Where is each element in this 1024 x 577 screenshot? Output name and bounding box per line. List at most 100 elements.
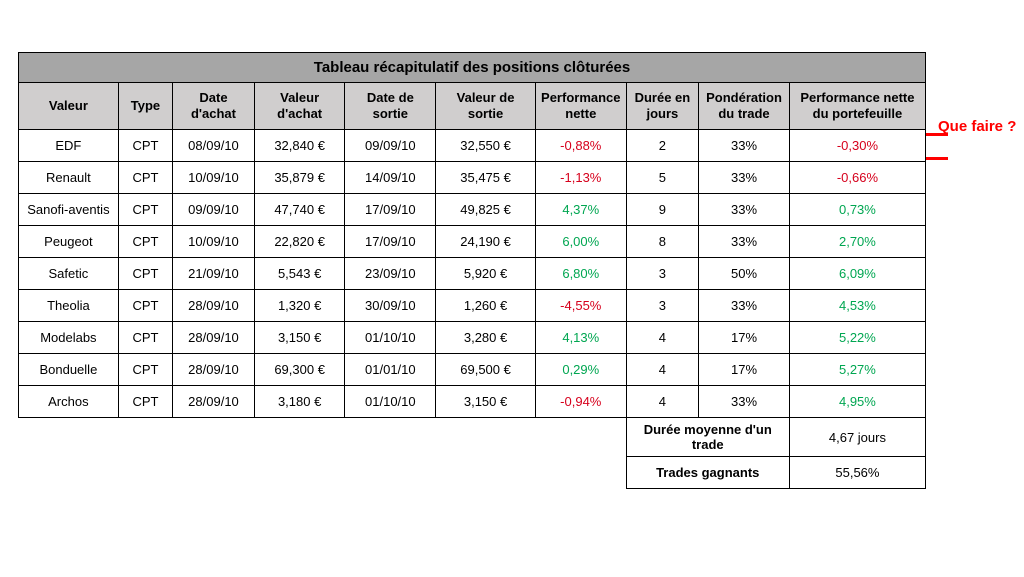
cell: 33% (699, 162, 790, 194)
cell: 17/09/10 (345, 226, 436, 258)
cell: -0,30% (789, 130, 925, 162)
cell: 3,150 € (436, 386, 536, 418)
table-row: BonduelleCPT28/09/1069,300 €01/01/1069,5… (19, 354, 926, 386)
cell: 33% (699, 386, 790, 418)
cell: Renault (19, 162, 119, 194)
cell: 5,22% (789, 322, 925, 354)
cell: CPT (118, 258, 172, 290)
callout-line-2 (926, 157, 948, 160)
cell: CPT (118, 290, 172, 322)
col-header-2: Date d'achat (173, 83, 255, 130)
cell: 17/09/10 (345, 194, 436, 226)
cell: 09/09/10 (173, 194, 255, 226)
cell: 50% (699, 258, 790, 290)
table-row: PeugeotCPT10/09/1022,820 €17/09/1024,190… (19, 226, 926, 258)
cell: -4,55% (535, 290, 626, 322)
summary-row: Trades gagnants55,56% (19, 457, 926, 489)
table-row: Sanofi-aventisCPT09/09/1047,740 €17/09/1… (19, 194, 926, 226)
cell: 17% (699, 354, 790, 386)
cell: -1,13% (535, 162, 626, 194)
cell: 8 (626, 226, 699, 258)
col-header-5: Valeur de sortie (436, 83, 536, 130)
cell: Bonduelle (19, 354, 119, 386)
cell: 5,27% (789, 354, 925, 386)
cell: 0,73% (789, 194, 925, 226)
cell: 24,190 € (436, 226, 536, 258)
table-row: ModelabsCPT28/09/103,150 €01/10/103,280 … (19, 322, 926, 354)
cell: Archos (19, 386, 119, 418)
cell: 3,150 € (254, 322, 345, 354)
col-header-4: Date de sortie (345, 83, 436, 130)
cell: Sanofi-aventis (19, 194, 119, 226)
cell: 33% (699, 290, 790, 322)
blank (19, 457, 627, 489)
summary-label: Trades gagnants (626, 457, 789, 489)
col-header-3: Valeur d'achat (254, 83, 345, 130)
cell: -0,94% (535, 386, 626, 418)
cell: 21/09/10 (173, 258, 255, 290)
table-row: RenaultCPT10/09/1035,879 €14/09/1035,475… (19, 162, 926, 194)
cell: 3,280 € (436, 322, 536, 354)
cell: 69,500 € (436, 354, 536, 386)
cell: 3,180 € (254, 386, 345, 418)
cell: 3 (626, 290, 699, 322)
cell: 28/09/10 (173, 386, 255, 418)
cell: 01/01/10 (345, 354, 436, 386)
col-header-1: Type (118, 83, 172, 130)
col-header-0: Valeur (19, 83, 119, 130)
cell: EDF (19, 130, 119, 162)
cell: 4,53% (789, 290, 925, 322)
table-header-row: ValeurTypeDate d'achatValeur d'achatDate… (19, 83, 926, 130)
cell: Theolia (19, 290, 119, 322)
cell: 2 (626, 130, 699, 162)
cell: 4,13% (535, 322, 626, 354)
table-body: EDFCPT08/09/1032,840 €09/09/1032,550 €-0… (19, 130, 926, 489)
cell: 9 (626, 194, 699, 226)
cell: 4,37% (535, 194, 626, 226)
callout-line-1 (926, 133, 948, 136)
cell: 33% (699, 226, 790, 258)
cell: 5,920 € (436, 258, 536, 290)
cell: 32,840 € (254, 130, 345, 162)
cell: 09/09/10 (345, 130, 436, 162)
cell: 32,550 € (436, 130, 536, 162)
cell: 5 (626, 162, 699, 194)
cell: 4 (626, 322, 699, 354)
positions-table-container: Tableau récapitulatif des positions clôt… (18, 52, 926, 489)
cell: 5,543 € (254, 258, 345, 290)
summary-value: 55,56% (789, 457, 925, 489)
annotation-que-faire: Que faire ? (938, 118, 1016, 135)
cell: 01/10/10 (345, 386, 436, 418)
table-row: TheoliaCPT28/09/101,320 €30/09/101,260 €… (19, 290, 926, 322)
cell: 23/09/10 (345, 258, 436, 290)
cell: 6,09% (789, 258, 925, 290)
cell: CPT (118, 354, 172, 386)
cell: 28/09/10 (173, 322, 255, 354)
table-row: SafeticCPT21/09/105,543 €23/09/105,920 €… (19, 258, 926, 290)
cell: 47,740 € (254, 194, 345, 226)
cell: 17% (699, 322, 790, 354)
cell: 4,95% (789, 386, 925, 418)
col-header-6: Performance nette (535, 83, 626, 130)
cell: CPT (118, 386, 172, 418)
table-row: EDFCPT08/09/1032,840 €09/09/1032,550 €-0… (19, 130, 926, 162)
cell: 1,320 € (254, 290, 345, 322)
table-row: ArchosCPT28/09/103,180 €01/10/103,150 €-… (19, 386, 926, 418)
cell: 14/09/10 (345, 162, 436, 194)
blank (19, 418, 627, 457)
summary-value: 4,67 jours (789, 418, 925, 457)
cell: CPT (118, 162, 172, 194)
cell: 35,475 € (436, 162, 536, 194)
cell: 10/09/10 (173, 162, 255, 194)
cell: 69,300 € (254, 354, 345, 386)
cell: Safetic (19, 258, 119, 290)
summary-label: Durée moyenne d'un trade (626, 418, 789, 457)
cell: -0,66% (789, 162, 925, 194)
table-title: Tableau récapitulatif des positions clôt… (19, 53, 926, 83)
cell: 28/09/10 (173, 354, 255, 386)
cell: 2,70% (789, 226, 925, 258)
cell: 08/09/10 (173, 130, 255, 162)
cell: Peugeot (19, 226, 119, 258)
cell: 30/09/10 (345, 290, 436, 322)
col-header-7: Durée en jours (626, 83, 699, 130)
